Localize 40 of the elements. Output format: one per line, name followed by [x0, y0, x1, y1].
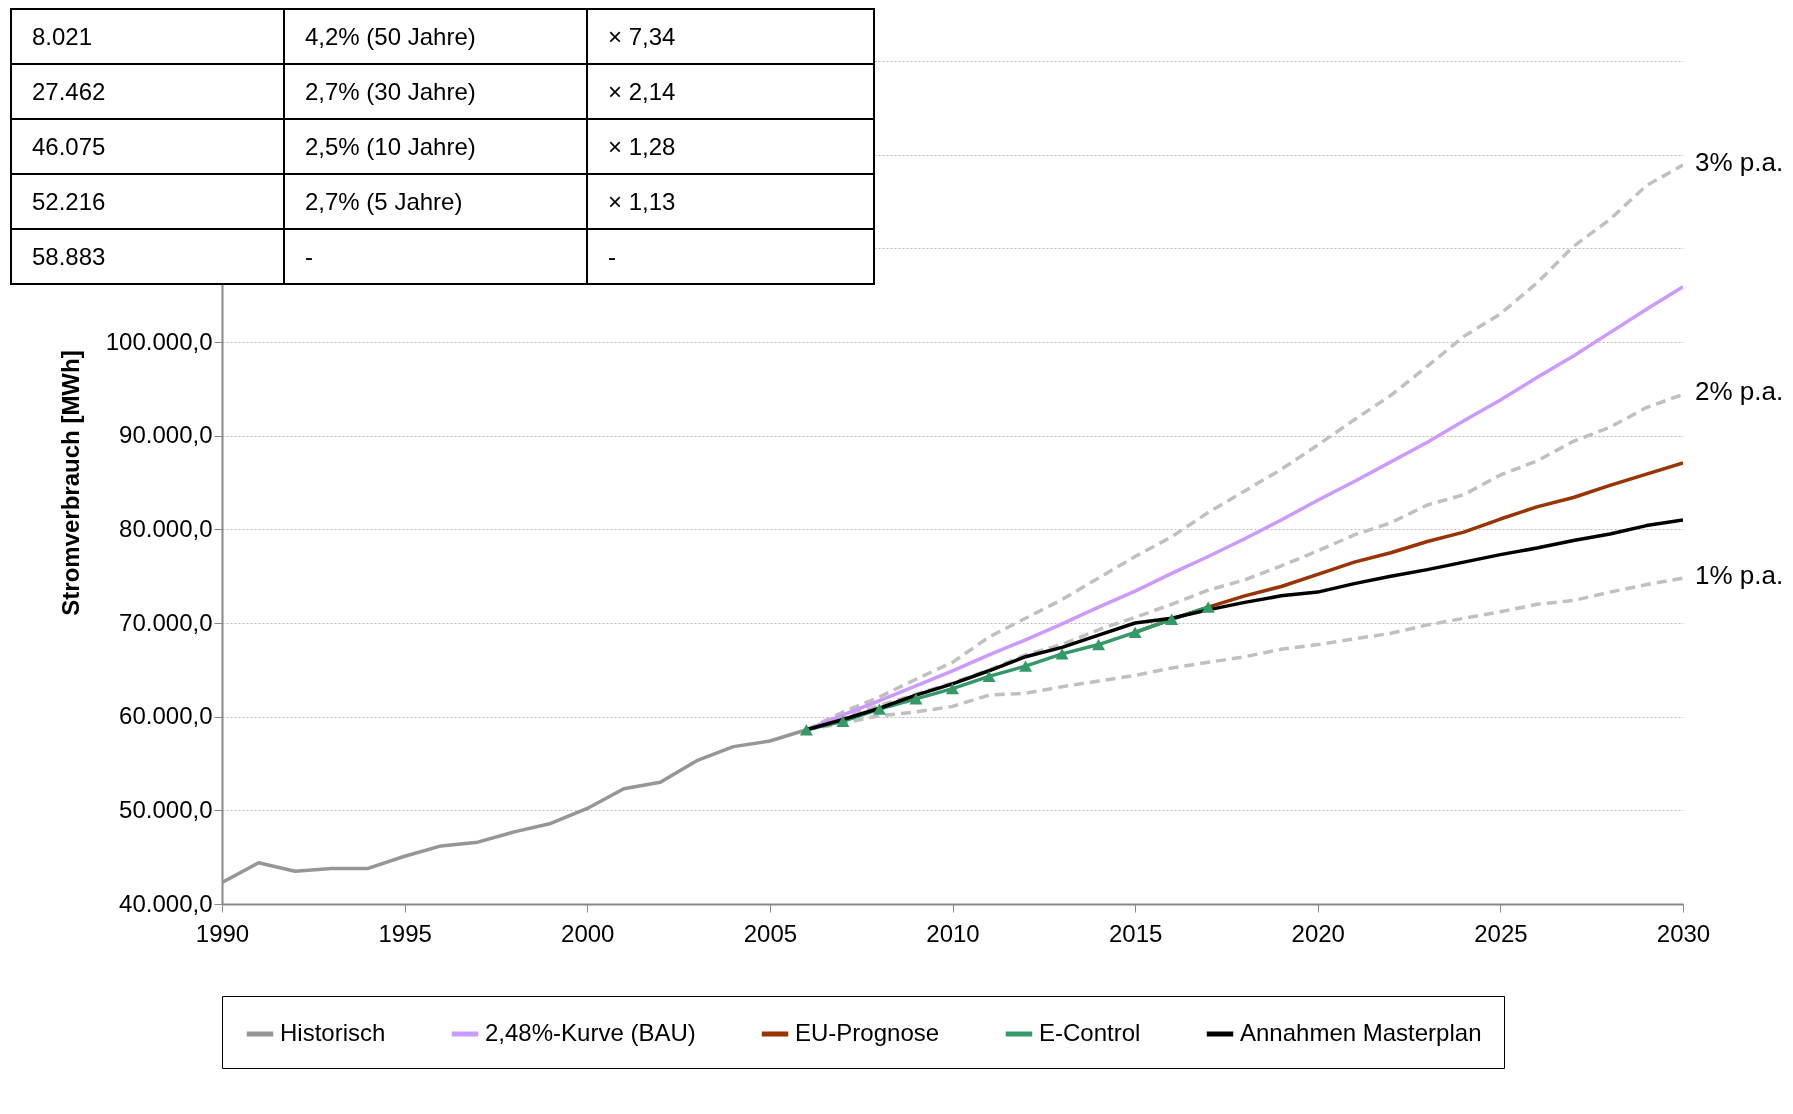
- x-tick-label: 2030: [1656, 919, 1711, 947]
- y-axis-title: Stromverbrauch [MWh]: [56, 350, 84, 616]
- series-label: 2% p.a.: [1695, 376, 1784, 407]
- legend-label: E-Control: [1039, 1019, 1141, 1046]
- annotation: 2,7% (30 Jahre): [284, 64, 587, 119]
- legend-label: Historisch: [280, 1019, 386, 1046]
- series-label: 3% p.a.: [1695, 146, 1784, 177]
- annotation: -: [587, 229, 874, 284]
- text: 27.462: [32, 77, 106, 105]
- legend-label: 2,48%-Kurve (BAU): [485, 1019, 696, 1046]
- text: 52.216: [32, 187, 106, 215]
- y-tick-label: 100.000,0: [105, 327, 213, 355]
- annotation: × 1,13: [587, 174, 874, 229]
- x-tick-label: 1990: [195, 919, 250, 947]
- annotation: 2,7% (5 Jahre): [284, 174, 587, 229]
- annotation: × 1,28: [587, 119, 874, 174]
- text: 58.883: [32, 242, 106, 270]
- y-tick-label: 50.000,0: [119, 795, 213, 823]
- y-tick-label: 60.000,0: [119, 702, 213, 730]
- x-tick-label: 2000: [561, 919, 615, 947]
- x-tick-label: 2005: [743, 919, 798, 947]
- annotation: -: [284, 229, 587, 284]
- y-tick-label: 40.000,0: [119, 889, 213, 917]
- annotation: 2,5% (10 Jahre): [284, 119, 587, 174]
- text: × 7,34: [608, 22, 676, 50]
- x-tick-label: 2020: [1291, 919, 1345, 947]
- y-tick-label: 90.000,0: [119, 421, 213, 449]
- text: 8.021: [32, 22, 93, 50]
- y-tick-label: 70.000,0: [119, 608, 213, 636]
- y-tick-label: 80.000,0: [119, 514, 213, 542]
- legend-label: EU-Prognose: [795, 1019, 940, 1046]
- legend-label: Annahmen Masterplan: [1240, 1019, 1482, 1046]
- text: 4,2% (50 Jahre): [305, 22, 476, 50]
- x-tick-label: 2010: [926, 919, 980, 947]
- x-tick-label: 2015: [1108, 919, 1163, 947]
- x-tick-label: 1995: [378, 919, 432, 947]
- annotation: × 2,14: [587, 64, 874, 119]
- x-tick-label: 2025: [1474, 919, 1528, 947]
- text: 46.075: [32, 132, 106, 160]
- series-label: 1% p.a.: [1695, 560, 1784, 591]
